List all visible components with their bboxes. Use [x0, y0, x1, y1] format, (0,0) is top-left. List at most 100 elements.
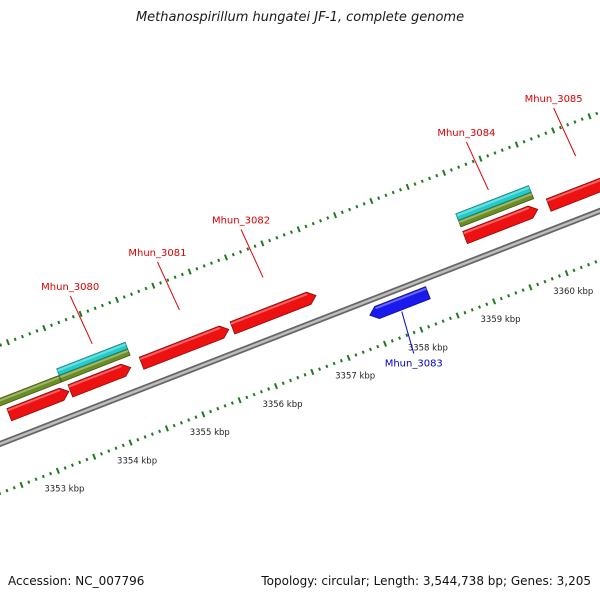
outer-scale-tick: [231, 252, 235, 257]
inner-scale-tick: [310, 368, 315, 376]
inner-scale-tick: [34, 477, 38, 482]
outer-scale-tick: [514, 141, 519, 148]
outer-scale-tick: [464, 162, 468, 167]
inner-scale-tick: [78, 460, 82, 465]
outer-scale-tick: [311, 221, 315, 226]
outer-scale-tick: [209, 261, 213, 265]
cds-feature: [462, 205, 539, 245]
outer-scale-tick: [137, 289, 141, 294]
outer-scale-tick: [544, 131, 548, 136]
outer-scale-tick: [508, 145, 511, 150]
outer-scale-tick: [340, 210, 344, 215]
outer-scale-tick: [35, 329, 39, 333]
outer-scale-tick: [0, 343, 3, 347]
outer-scale-tick: [595, 111, 599, 116]
outer-scale-tick: [566, 123, 570, 127]
inner-scale-tick: [92, 453, 97, 460]
outer-scale-tick: [100, 303, 104, 308]
map-title: Methanospirillum hungatei JF-1, complete…: [135, 10, 465, 25]
outer-scale-tick: [289, 230, 293, 234]
cds-feature: [229, 291, 317, 335]
outer-scale-tick: [108, 300, 112, 305]
inner-scale-tick: [579, 265, 583, 270]
outer-scale-tick: [253, 244, 257, 248]
inner-scale-tick: [267, 387, 271, 391]
inner-scale-tick: [281, 381, 285, 386]
outer-scale-tick: [28, 331, 32, 336]
inner-scale-tick: [209, 409, 213, 414]
inner-scale-tick: [405, 333, 409, 338]
outer-scale-tick: [223, 254, 229, 261]
inner-scale-tick: [70, 463, 74, 467]
outer-scale-tick: [428, 176, 432, 181]
inner-scale-tick: [41, 474, 45, 479]
inner-scale-tick: [521, 288, 525, 292]
cyan-feature-highlight: [456, 186, 530, 217]
outer-scale-tick: [587, 113, 592, 120]
outer-scale-tick: [144, 286, 148, 291]
outer-scale-tick: [573, 120, 577, 124]
outer-scale-tick: [5, 339, 10, 346]
inner-scale-tick: [448, 316, 452, 321]
outer-scale-tick: [180, 272, 184, 277]
inner-scale-tick: [136, 437, 140, 442]
gene-label: Mhun_3081: [128, 248, 186, 259]
outer-scale-tick: [260, 240, 265, 247]
outer-scale-tick: [377, 196, 381, 200]
outer-scale-tick: [173, 275, 177, 280]
outer-scale-tick: [86, 309, 90, 313]
cds-feature-highlight: [230, 293, 308, 325]
gene-label: Mhun_3085: [525, 94, 583, 105]
cds-feature-highlight: [7, 389, 61, 412]
outer-scale-tick: [413, 182, 417, 186]
inner-scale-tick: [587, 262, 591, 267]
inner-scale-tick: [564, 270, 569, 277]
outer-scale-tick: [282, 233, 286, 237]
outer-scale-tick: [13, 337, 17, 342]
gene-label: Mhun_3080: [41, 282, 99, 293]
outer-scale-tick: [268, 238, 272, 243]
outer-scale-tick: [122, 295, 126, 299]
outer-scale-tick: [486, 154, 490, 158]
outer-scale-tick: [405, 183, 410, 191]
outer-scale-tick: [580, 117, 584, 121]
inner-scale-tick: [528, 284, 533, 291]
outer-scale-tick: [457, 165, 461, 169]
scale-label: 3354 kbp: [117, 456, 157, 466]
inner-scale-tick: [332, 361, 336, 366]
outer-scale-tick: [159, 281, 163, 285]
inner-scale-tick: [289, 378, 292, 383]
outer-scale-tick: [319, 219, 322, 223]
scale-label: 3353 kbp: [44, 485, 84, 495]
outer-scale-tick: [71, 315, 75, 319]
inner-scale-tick: [368, 347, 372, 352]
gene-label-leader: [69, 295, 93, 344]
inner-scale-tick: [455, 312, 460, 319]
accession-label: Accession: NC_007796: [8, 574, 145, 588]
inner-scale-tick: [376, 344, 380, 349]
inner-scale-tick: [143, 435, 147, 439]
cds-feature-highlight: [375, 287, 427, 310]
scale-label: 3360 kbp: [553, 287, 593, 297]
inner-scale-tick: [164, 425, 169, 432]
inner-scale-tick: [382, 340, 388, 347]
gene-label-leader: [553, 107, 577, 157]
outer-scale-tick: [275, 235, 279, 240]
olive-feature-highlight: [59, 349, 129, 379]
gene-label-leader: [240, 229, 264, 278]
inner-scale-tick: [273, 382, 278, 390]
outer-scale-tick: [246, 247, 250, 251]
olive-feature: [0, 375, 62, 407]
scale-label: 3359 kbp: [481, 315, 521, 325]
scale-label: 3357 kbp: [335, 372, 375, 382]
outer-scale-tick: [217, 258, 221, 263]
inner-scale-tick: [296, 375, 300, 380]
inner-scale-tick: [187, 418, 191, 422]
inner-scale-tick: [252, 392, 256, 397]
backbone-highlight: [0, 209, 600, 446]
olive-feature-highlight: [458, 193, 533, 224]
inner-scale-tick: [121, 443, 125, 448]
outer-scale-tick: [369, 197, 374, 205]
inner-scale-tick: [114, 446, 118, 450]
